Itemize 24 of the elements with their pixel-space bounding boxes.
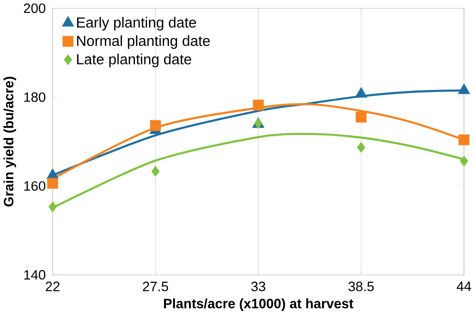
x-tick-label: 27.5 [142,281,168,292]
point [357,142,366,153]
x-tick-label: 22 [46,281,60,291]
point [460,155,468,166]
legend-label: Normal planting date [77,35,210,49]
y-tick-label: 180 [24,92,46,102]
legend-label: Late planting date [77,53,192,68]
x-tick-label: 33 [251,281,266,292]
x-axis-title: Plants/acre (x1000) at harvest [164,298,354,311]
point [252,99,264,110]
point [48,201,57,212]
point [47,178,58,189]
point [355,86,368,98]
y-tick-label: 160 [24,180,46,191]
x-tick-label: 38.5 [348,281,374,292]
y-tick-label: 200 [24,3,46,13]
legend-label: Early planting date [77,16,196,30]
point [151,166,160,177]
point [458,134,470,145]
point [150,120,161,131]
x-tick-label: 44 [456,281,472,291]
y-tick-label: 140 [24,270,46,280]
y-axis-title: Grain yield (bu/acre) [3,76,16,206]
point [356,111,367,122]
